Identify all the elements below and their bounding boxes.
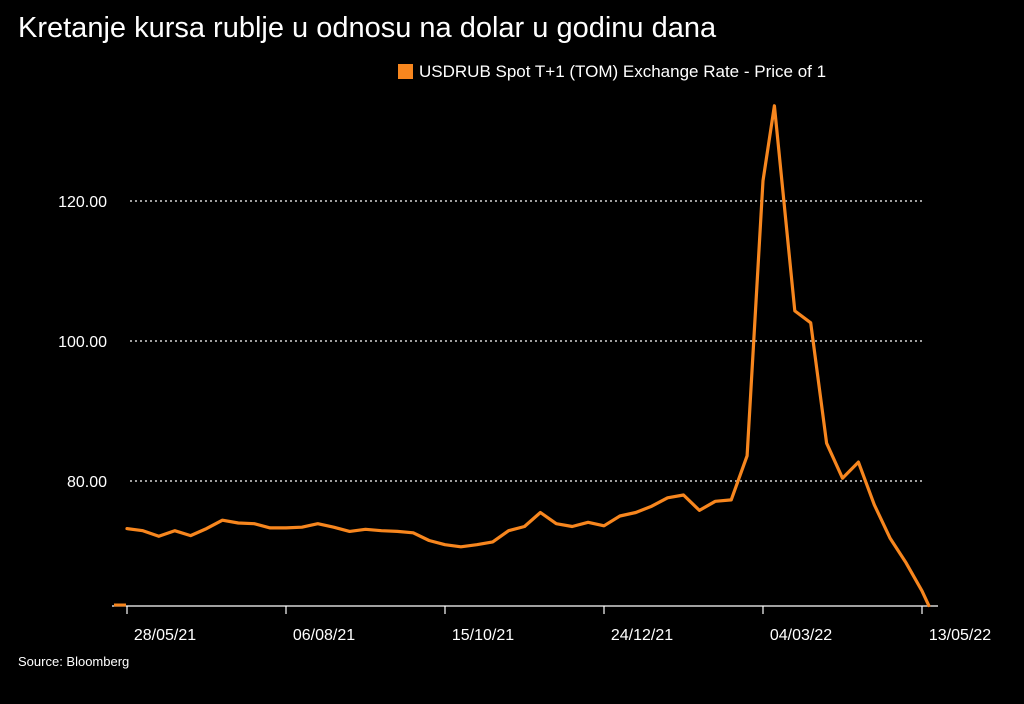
- legend-label: USDRUB Spot T+1 (TOM) Exchange Rate - Pr…: [419, 62, 827, 81]
- source-note: Source: Bloomberg: [18, 654, 130, 669]
- x-tick-label: 04/03/22: [770, 627, 832, 644]
- series-line-0: [125, 104, 931, 608]
- legend-swatch: [398, 64, 413, 79]
- y-tick-label: 100.00: [58, 334, 107, 351]
- y-tick-label: 80.00: [67, 474, 107, 491]
- grid-lines: [130, 200, 925, 482]
- x-tick-label: 24/12/21: [611, 627, 673, 644]
- y-axis: 80.00 100.00 120.00: [58, 194, 107, 491]
- y-tick-label: 120.00: [58, 194, 107, 211]
- x-tick-label: 06/08/21: [293, 627, 355, 644]
- x-tick-labels: 28/05/21 06/08/21 15/10/21 24/12/21 04/03/22…: [134, 627, 991, 644]
- x-tick-label: 15/10/21: [452, 627, 514, 644]
- x-axis: [112, 605, 938, 614]
- series: [114, 104, 931, 608]
- x-tick-label: 28/05/21: [134, 627, 196, 644]
- chart-title: Kretanje kursa rublje u odnosu na dolar …: [18, 12, 717, 44]
- x-tick-label: 13/05/22: [929, 627, 991, 644]
- legend: USDRUB Spot T+1 (TOM) Exchange Rate - Pr…: [398, 62, 826, 82]
